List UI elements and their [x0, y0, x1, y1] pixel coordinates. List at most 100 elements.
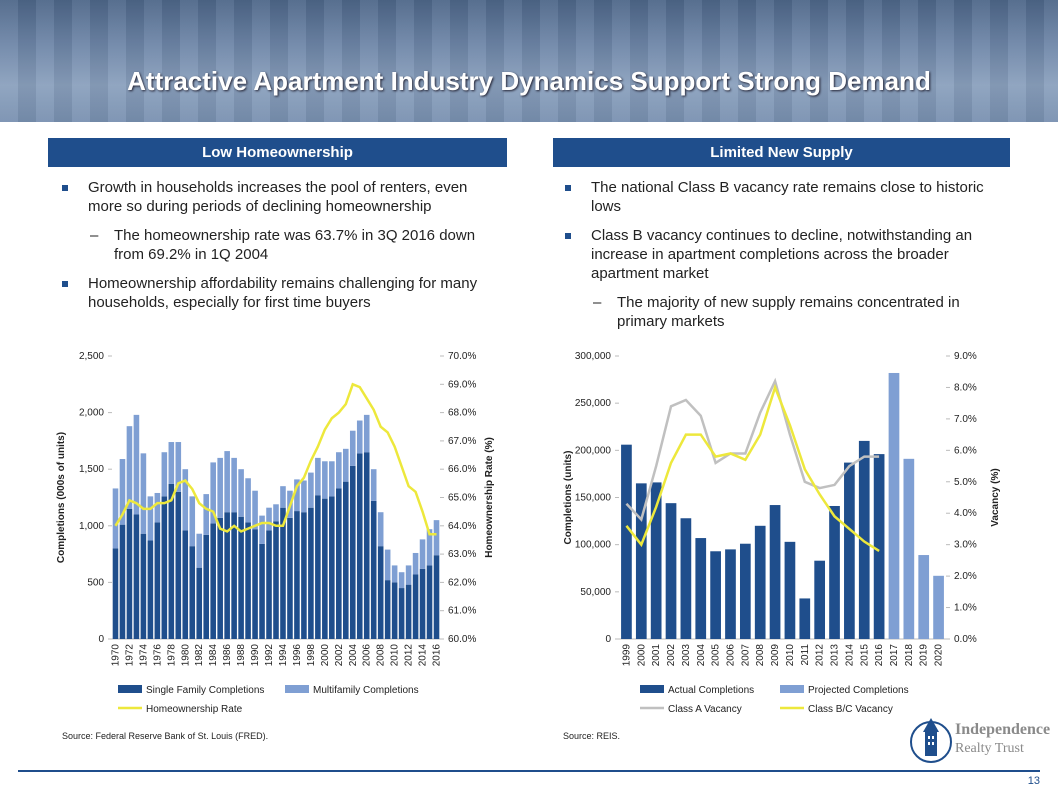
y2-tick-label: 67.0% [448, 436, 476, 447]
bar [210, 523, 216, 639]
x-tick-label: 1988 [236, 644, 247, 667]
x-tick-label: 2007 [740, 644, 751, 667]
bar [168, 483, 175, 639]
bar [356, 453, 363, 639]
bullet: Homeownership affordability remains chal… [50, 274, 505, 312]
y-tick-label: 500 [87, 577, 104, 588]
bar [203, 494, 210, 535]
logo-text: Independence [955, 721, 1050, 738]
x-tick-label: 2016 [432, 644, 443, 667]
bar [621, 444, 632, 639]
sub-bullet: The majority of new supply remains conce… [553, 293, 1008, 331]
bar [301, 480, 307, 513]
x-tick-label: 2010 [785, 644, 796, 667]
bar [426, 529, 433, 566]
bar [238, 516, 244, 639]
page-number: 13 [1027, 775, 1040, 787]
y2-tick-label: 0.0% [954, 634, 977, 645]
footer-line [18, 770, 1040, 772]
bar [665, 503, 677, 639]
bar [336, 488, 342, 639]
bar [754, 525, 766, 639]
bar [433, 555, 440, 639]
bar [888, 372, 900, 639]
bar [252, 529, 258, 639]
x-tick-label: 1990 [250, 644, 261, 667]
x-tick-label: 1986 [222, 644, 233, 667]
bar [384, 549, 391, 581]
y-tick-label: 250,000 [575, 398, 612, 409]
y-tick-label: 100,000 [575, 540, 612, 551]
bar [398, 572, 405, 589]
y2-tick-label: 60.0% [448, 634, 476, 645]
bar [140, 533, 147, 639]
legend-label: Single Family Completions [146, 685, 264, 696]
x-tick-label: 1996 [292, 644, 303, 667]
bar [391, 565, 398, 583]
y2-tick-label: 9.0% [954, 351, 977, 362]
y-tick-label: 200,000 [575, 445, 612, 456]
bar [349, 465, 356, 639]
legend-label: Actual Completions [668, 685, 754, 696]
bar [189, 496, 196, 547]
x-tick-label: 1978 [166, 644, 177, 667]
legend-swatch [285, 685, 309, 693]
y-tick-label: 0 [98, 634, 104, 645]
charts: 0 500 1,000 1,500 2,000 2,500 60.0% 61.0% 62.0% 6… [56, 351, 1001, 715]
bar [231, 457, 237, 513]
bar [784, 541, 796, 639]
x-tick-label: 2002 [334, 644, 345, 667]
x-tick-label: 2009 [770, 644, 781, 667]
x-tick-label: 2008 [755, 644, 766, 667]
bar [308, 472, 314, 508]
bar [433, 520, 440, 556]
bar [301, 512, 307, 639]
x-tick-label: 2001 [651, 644, 662, 667]
bar [294, 511, 300, 639]
bar [391, 582, 398, 639]
y-axis-title: Completions (units) [563, 451, 574, 545]
legend-label: Projected Completions [808, 685, 909, 696]
y-tick-label: 2,500 [79, 351, 104, 362]
bar [329, 496, 335, 639]
x-tick-label: 2010 [390, 644, 401, 667]
source-note: Source: Federal Reserve Bank of St. Loui… [62, 731, 269, 741]
bar [189, 546, 196, 639]
x-tick-label: 1984 [208, 644, 219, 667]
bar [245, 478, 251, 523]
bar [280, 507, 286, 639]
x-tick-label: 2006 [725, 644, 736, 667]
bar [419, 539, 426, 569]
bar [168, 442, 175, 484]
legend-swatch [118, 685, 142, 693]
x-tick-label: 2006 [362, 644, 373, 667]
bar [329, 461, 335, 497]
legend-label: Homeownership Rate [146, 704, 243, 715]
bar [315, 457, 321, 496]
bar [224, 512, 230, 639]
bar [370, 500, 377, 639]
bar [196, 533, 203, 568]
y2-tick-label: 65.0% [448, 493, 476, 504]
legend-swatch [780, 685, 804, 693]
bar [196, 567, 203, 639]
bar [342, 448, 349, 482]
x-tick-label: 2014 [418, 644, 429, 667]
x-tick-label: 2008 [376, 644, 387, 667]
banner [0, 0, 1058, 122]
y-tick-label: 0 [605, 634, 611, 645]
x-tick-label: 2014 [844, 644, 855, 667]
y-tick-label: 300,000 [575, 351, 612, 362]
slide-title: Attractive Apartment Industry Dynamics S… [127, 66, 931, 96]
bar [266, 507, 272, 531]
bar [322, 461, 328, 499]
bar [182, 469, 189, 531]
legend-label: Multifamily Completions [313, 685, 419, 696]
bar [273, 521, 279, 639]
bar [710, 551, 721, 639]
x-tick-label: 1992 [264, 644, 275, 667]
bar [231, 512, 237, 639]
y2-axis-title: Homeownership Rate (%) [484, 437, 495, 558]
legend-label: Class B/C Vacancy [808, 704, 893, 715]
bullet-list: The national Class B vacancy rate remain… [553, 178, 1008, 341]
